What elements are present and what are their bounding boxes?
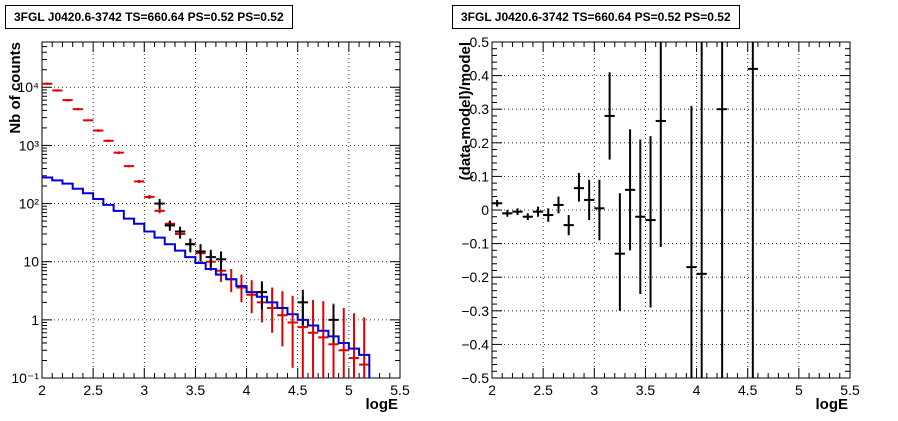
residuals-chart: 2 2.5 3 3.5 4 4.5 5 5.5 −0.5 −0.4 −0.3 −0.2 −0.1 0 0.1… [457,34,860,413]
y-axis-label: Nb of counts [7,42,24,134]
x-tick-label: 5.5 [840,382,860,398]
x-axis-label: logE [816,396,849,413]
counts-chart-title: 3FGL J0420.6-3742 TS=660.64 PS=0.52 PS=0… [5,5,293,29]
x-tick-label: 5 [795,382,803,398]
x-tick-label: 3 [590,382,598,398]
y-tick-label: 10³ [19,137,40,153]
x-tick-label: 2.5 [83,382,103,398]
y-tick-label: 0.5 [470,34,490,50]
x-tick-label: 4.5 [738,382,758,398]
y-tick-label: 0.4 [470,68,490,84]
x-tick-label: 4 [693,382,701,398]
y-tick-label: 10⁴ [17,79,39,95]
x-tick-label: 3 [140,382,148,398]
y-tick-label: 0.1 [470,168,490,184]
x-tick-label: 2 [38,382,46,398]
y-tick-label: −0.4 [461,336,489,352]
model-step-line [42,176,371,378]
y-tick-label: 0.2 [470,135,490,151]
y-tick-label: 0.3 [470,101,490,117]
y-tick-label: 10 [23,254,39,270]
x-tick-label: 4.5 [288,382,308,398]
x-tick-label: 3.5 [636,382,656,398]
x-tick-label: 5.5 [390,382,410,398]
x-tick-label: 4 [243,382,251,398]
y-tick-label: 10² [19,196,40,212]
y-tick-label: 1 [31,312,39,328]
y-tick-label: −0.3 [461,303,489,319]
x-tick-label: 5 [345,382,353,398]
y-tick-label: −0.1 [461,236,489,252]
y-tick-label: 10⁻¹ [11,370,39,386]
y-tick-label: −0.2 [461,269,489,285]
y-tick-label: 0 [481,202,489,218]
residuals-chart-title: 3FGL J0420.6-3742 TS=660.64 PS=0.52 PS=0… [452,5,740,29]
x-tick-label: 2 [488,382,496,398]
x-tick-label: 2.5 [533,382,553,398]
y-axis-label: (data-model)/model [457,42,474,180]
y-tick-label: −0.5 [461,370,489,386]
x-axis-label: logE [366,396,399,413]
plot-frame [41,41,401,379]
x-tick-label: 3.5 [186,382,206,398]
counts-chart: 2 2.5 3 3.5 4 4.5 5 5.5 10⁻¹ 1 10 10² 10³ 10⁴ logE Nb o… [7,41,410,413]
